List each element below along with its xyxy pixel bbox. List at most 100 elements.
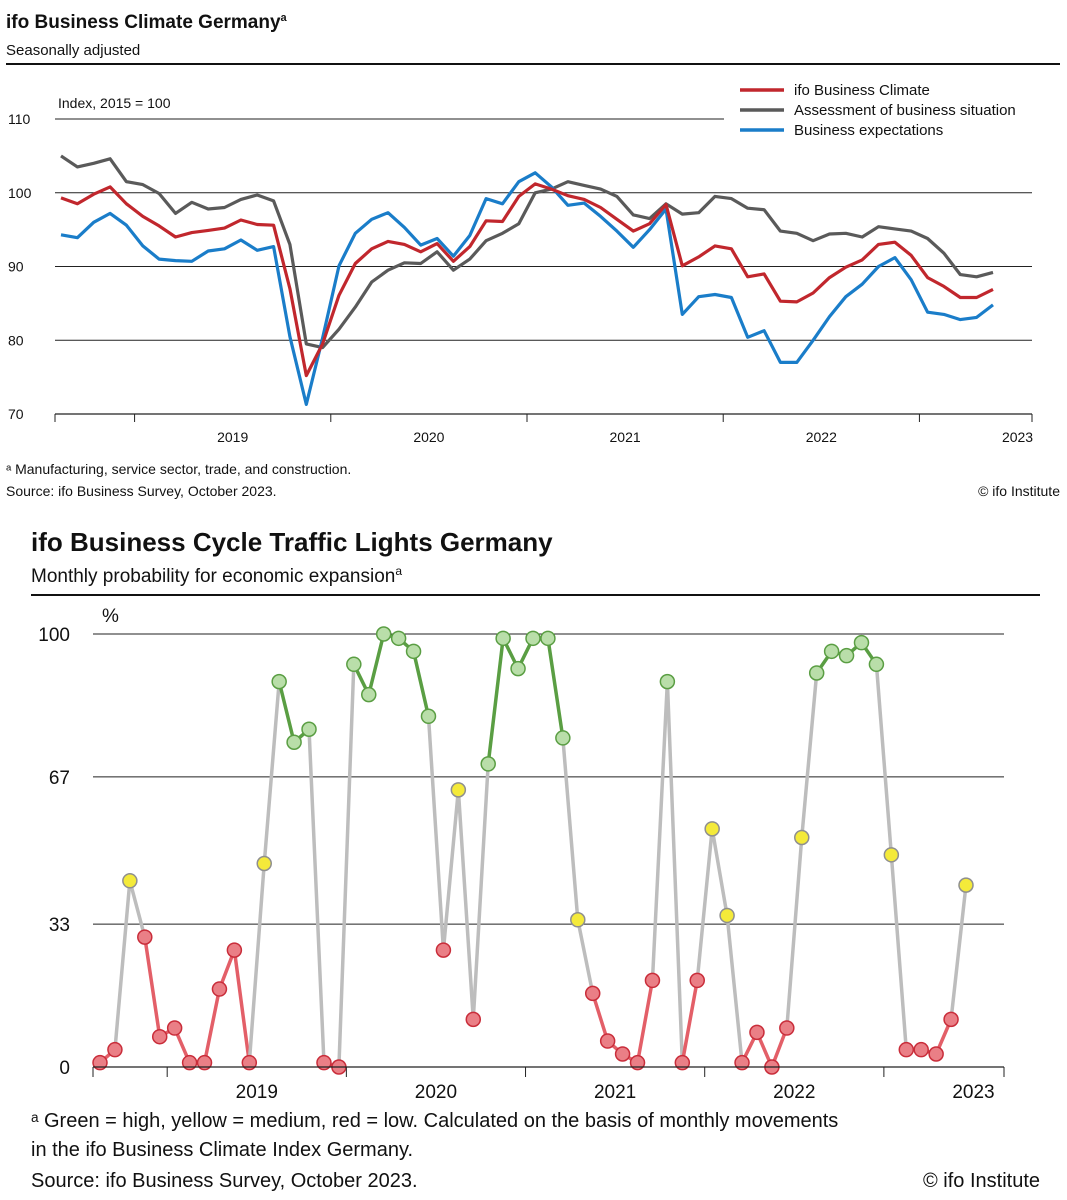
chart2-segment xyxy=(143,935,162,1039)
chart2-segment xyxy=(441,788,461,952)
chart1-series-line xyxy=(60,182,994,378)
chart2-point-low xyxy=(943,1011,959,1028)
chart2-ytick-label: 67 xyxy=(49,768,70,789)
chart1-year-label: 2019 xyxy=(217,429,248,445)
chart2-axis: 0 33 67 100 2019 2020 2021 2022 2023 xyxy=(38,625,1005,1103)
chart1-source: Source: ifo Business Survey, October 202… xyxy=(6,483,277,499)
chart2-ytick-label: 0 xyxy=(59,1058,70,1079)
chart1-year-label: 2020 xyxy=(413,429,444,445)
chart1-title: ifo Business Climate Germanya xyxy=(6,12,288,33)
chart2-point-low xyxy=(913,1041,929,1058)
chart1-axis: 70 80 90 100 110 2019 2020 2021 2022 2023 xyxy=(8,111,1033,445)
chart2-point-low xyxy=(928,1046,944,1062)
chart2-point-high xyxy=(510,660,526,677)
chart2-point-high xyxy=(405,643,422,660)
chart2-segment xyxy=(277,679,296,744)
chart2-point-high xyxy=(480,756,496,772)
chart2-segment xyxy=(232,948,252,1065)
chart2-grid xyxy=(93,633,1004,925)
chart2-point-high xyxy=(375,626,392,642)
chart2-point-low xyxy=(465,1011,482,1028)
chart2-segment xyxy=(725,913,744,1065)
chart2-segment xyxy=(635,978,655,1065)
chart2-point-low xyxy=(674,1054,691,1071)
chart2-segment xyxy=(337,662,356,1069)
chart1-legend-label: Business expectations xyxy=(794,122,943,139)
chart2-point-low xyxy=(151,1028,168,1045)
chart2-segment xyxy=(800,671,819,840)
chart2-segment xyxy=(411,649,431,719)
chart2-source: Source: ifo Business Survey, October 202… xyxy=(31,1170,418,1192)
chart2-ylabel: % xyxy=(102,606,119,627)
chart2-point-high xyxy=(555,730,571,746)
chart2-point-medium xyxy=(704,821,720,837)
chart2-segment xyxy=(128,879,147,939)
chart2-point-high xyxy=(301,721,317,738)
chart1-legend: ifo Business Climate Assessment of busine… xyxy=(740,82,1016,139)
chart2-segment xyxy=(486,636,505,766)
chart2-segment xyxy=(695,827,714,983)
chart2-point-high xyxy=(838,647,855,664)
chart2-segment xyxy=(785,835,804,1030)
chart2-point-low xyxy=(137,929,153,945)
chart2-point-low xyxy=(599,1033,616,1049)
chart2-point-low xyxy=(779,1020,795,1036)
chart2-segment xyxy=(367,632,386,697)
chart1-footnote: ᵃ Manufacturing, service sector, trade, … xyxy=(6,461,351,477)
chart2-segment xyxy=(576,918,595,996)
chart2-point-medium xyxy=(122,873,138,889)
chart2-ytick-label: 100 xyxy=(38,625,70,646)
chart1-copyright: © ifo Institute xyxy=(978,483,1060,499)
chart2-point-low xyxy=(584,985,601,1002)
chart2-point-low xyxy=(107,1041,123,1058)
chart1-footer: ᵃ Manufacturing, service sector, trade, … xyxy=(6,461,1060,499)
chart1-series-line xyxy=(60,171,994,406)
chart2-point-high xyxy=(346,656,362,673)
chart2-segment xyxy=(710,827,729,918)
chart2-point-medium xyxy=(719,907,735,924)
chart1-ytick-label: 80 xyxy=(8,332,24,348)
chart2-footnote-line1: ᵃ Green = high, yellow = medium, red = l… xyxy=(31,1110,838,1132)
chart2-point-high xyxy=(868,656,885,673)
chart1-ytick-label: 70 xyxy=(8,406,24,422)
chart2-point-medium xyxy=(450,782,467,798)
chart2-point-low xyxy=(614,1046,631,1062)
chart2-point-low xyxy=(181,1054,198,1071)
chart1-year-label: 2022 xyxy=(806,429,837,445)
chart2-segment xyxy=(650,679,670,983)
chart2-point-low xyxy=(316,1054,332,1071)
chart2-point-high xyxy=(361,686,377,703)
chart2-point-low xyxy=(734,1054,750,1071)
chart2-point-medium xyxy=(256,855,272,872)
chart2-subtitle: Monthly probability for economic expansi… xyxy=(31,564,402,587)
chart2-segment xyxy=(561,736,580,922)
chart2-header: ifo Business Cycle Traffic Lights German… xyxy=(31,527,1040,627)
chart2-point-medium xyxy=(794,829,810,846)
chart1-lines xyxy=(60,154,994,406)
chart2-point-high xyxy=(420,708,437,725)
chart2-year-label: 2019 xyxy=(236,1082,278,1103)
chart2-footer: ᵃ Green = high, yellow = medium, red = l… xyxy=(31,1110,1040,1192)
chart2-point-high xyxy=(525,630,541,647)
chart2-point-low xyxy=(898,1041,915,1058)
chart2-point-high xyxy=(853,634,870,651)
chart2-point-medium xyxy=(570,912,586,928)
chart2-point-medium xyxy=(883,847,900,863)
chart2-segment xyxy=(456,788,476,1022)
chart1-year-label: 2023 xyxy=(1002,429,1033,445)
chart1-subtitle: Seasonally adjusted xyxy=(6,42,140,59)
chart1-series-line xyxy=(60,154,994,350)
chart2-point-low xyxy=(689,972,705,989)
chart2-segment xyxy=(590,991,610,1043)
chart2-point-low xyxy=(166,1020,183,1036)
chart1-grid xyxy=(55,118,1032,341)
chart2-segment xyxy=(665,679,685,1065)
chart2-year-label: 2022 xyxy=(773,1082,815,1103)
chart2-point-low xyxy=(226,942,243,958)
chart2-point-high xyxy=(823,643,840,660)
chart2-point-high xyxy=(271,673,287,690)
chart2-points xyxy=(92,626,974,1075)
chart2-segments xyxy=(98,632,968,1069)
chart2-point-low xyxy=(749,1024,765,1041)
